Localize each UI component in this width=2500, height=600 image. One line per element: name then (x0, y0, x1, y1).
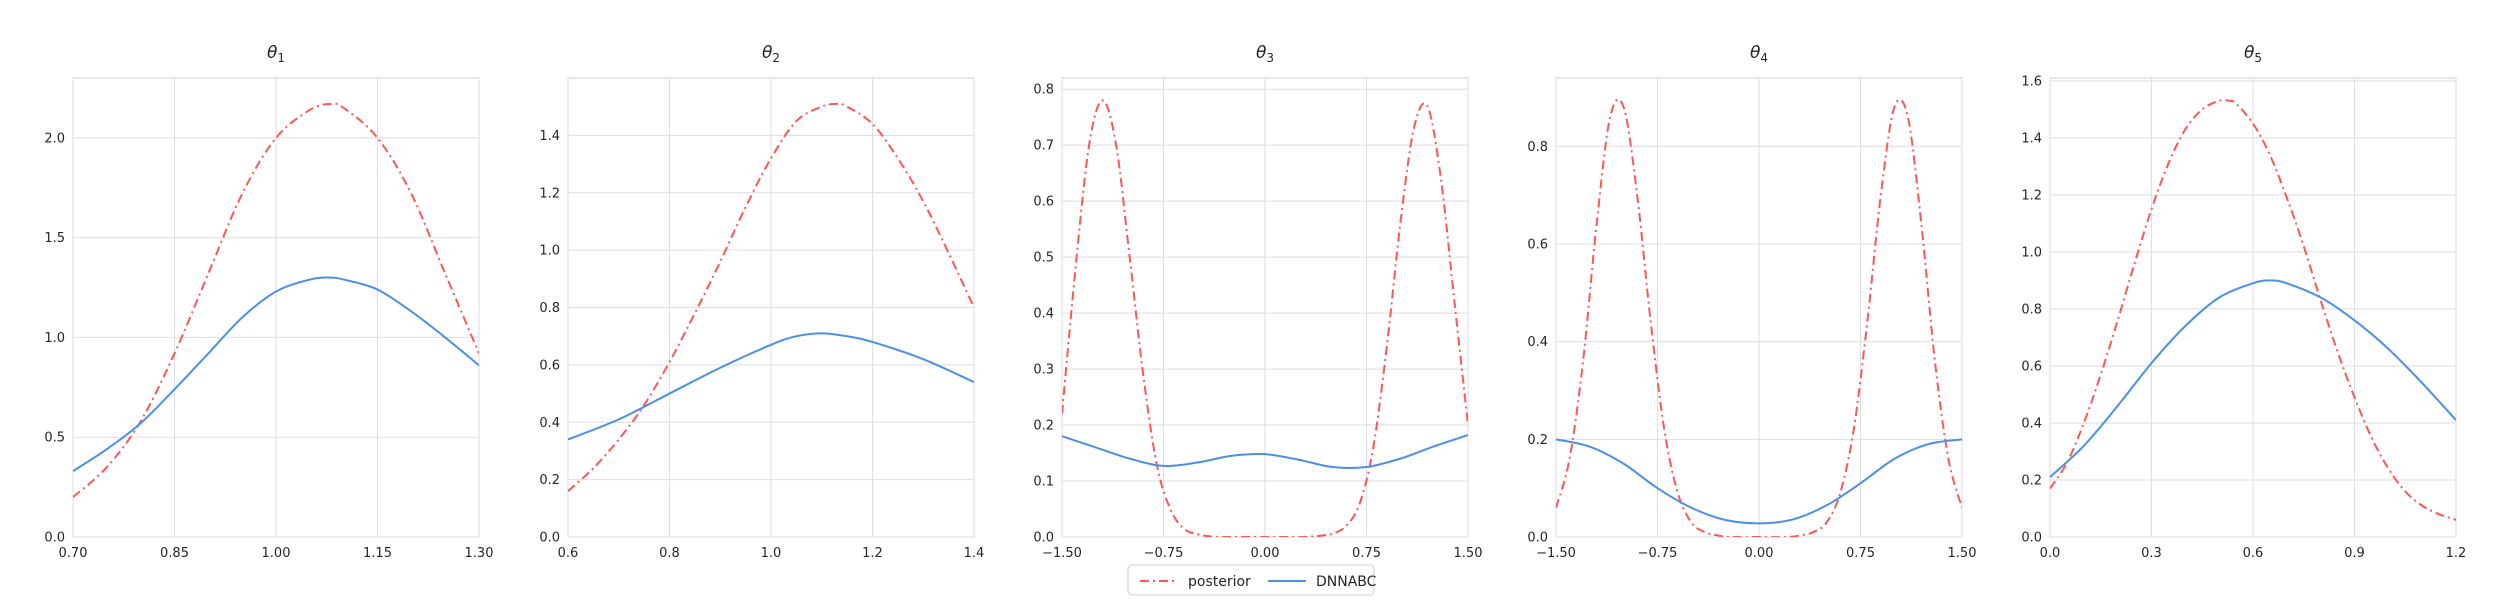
y-tick-label: 0.8 (1033, 83, 1054, 98)
y-tick-label: 0.6 (1033, 195, 1054, 210)
y-tick-label: 0.7 (1033, 139, 1054, 154)
panel-title: θ1 (267, 43, 285, 65)
series-posterior-line (568, 102, 974, 492)
y-tick-label: 0.6 (539, 358, 560, 373)
y-tick-label: 1.0 (44, 331, 65, 346)
subplot-theta-2: 0.0 0.2 0.4 0.6 0.8 1.0 1.2 1.4 0.6 0.8 1.0 1.2 1.4 θ… (539, 43, 984, 561)
y-tick-label: 0.4 (2021, 416, 2042, 431)
x-tick-label: 0.00 (1251, 546, 1280, 561)
subplot-theta-4: 0.0 0.2 0.4 0.6 0.8 −1.50 −0.75 0.00 0.75 1.50 θ4 (1527, 43, 1976, 561)
y-tick-label: 0.5 (1033, 251, 1054, 266)
legend-label-dnnabc: DNNABC (1316, 574, 1377, 590)
y-tick-label: 0.8 (539, 301, 560, 316)
y-tick-label: 0.0 (2021, 531, 2042, 546)
x-tick-label: 0.85 (160, 546, 189, 561)
x-tick-label: 0.00 (1745, 546, 1774, 561)
y-tick-label: 0.6 (1527, 238, 1548, 253)
y-tick-label: 0.6 (2021, 359, 2042, 374)
y-tick-label: 0.4 (539, 416, 560, 431)
x-tick-label: 1.30 (465, 546, 494, 561)
x-tick-label: 0.9 (2344, 546, 2365, 561)
y-tick-label: 0.2 (1033, 419, 1054, 434)
y-tick-label: 0.0 (44, 531, 65, 546)
y-tick-label: 0.8 (2021, 302, 2042, 317)
x-tick-label: 0.75 (1846, 546, 1875, 561)
series-posterior-line (2050, 99, 2456, 521)
y-tick-label: 0.5 (44, 431, 65, 446)
y-tick-label: 1.0 (539, 244, 560, 259)
series-dnnabc-line (1556, 438, 1962, 525)
panel-title: θ2 (762, 43, 780, 65)
y-tick-label: 0.0 (1033, 531, 1054, 546)
y-tick-label: 0.0 (539, 531, 560, 546)
y-tick-label: 0.4 (1033, 307, 1054, 322)
series-posterior-line (73, 102, 479, 498)
y-tick-label: 1.6 (2021, 74, 2042, 89)
y-tick-label: 0.1 (1033, 475, 1054, 490)
series-dnnabc-line (73, 276, 479, 472)
legend-frame (1127, 564, 1375, 596)
x-tick-label: 1.15 (363, 546, 392, 561)
series-dnnabc-line (2050, 279, 2456, 478)
x-tick-label: 0.70 (59, 546, 88, 561)
subplots: 0.00.51.01.52.00.70 0.85 1.00 1.15 1.30θ10.0… (44, 43, 2466, 561)
y-tick-label: 0.0 (1527, 531, 1548, 546)
series-dnnabc-line (568, 332, 974, 441)
x-tick-label: 1.50 (1948, 546, 1977, 561)
series-dnnabc-line (1062, 434, 1468, 470)
x-tick-label: 0.75 (1352, 546, 1381, 561)
x-tick-label: 0.8 (659, 546, 680, 561)
y-tick-label: 0.2 (1527, 433, 1548, 448)
legend: posterior DNNABC (1127, 564, 1377, 596)
x-tick-label: 1.2 (862, 546, 883, 561)
legend-label-posterior: posterior (1188, 574, 1251, 590)
subplot-theta-3: 0.0 0.1 0.2 0.3 0.4 0.5 0.6 0.7 0.8 −1.50 −0.75 0.0… (1033, 43, 1482, 561)
x-tick-label: 0.0 (2040, 546, 2061, 561)
y-tick-label: 1.5 (44, 231, 65, 246)
y-tick-label: 1.4 (539, 129, 560, 144)
y-tick-label: 0.8 (1527, 140, 1548, 155)
x-tick-label: −1.50 (1042, 546, 1082, 561)
subplot-theta-5: 0.0 0.2 0.4 0.6 0.8 1.0 1.2 1.4 1.6 0.0 0.3 0.6 0.9 1… (2021, 43, 2466, 561)
x-tick-label: 0.6 (558, 546, 579, 561)
y-tick-label: 1.4 (2021, 131, 2042, 146)
x-tick-label: −0.75 (1638, 546, 1678, 561)
y-tick-label: 0.3 (1033, 363, 1054, 378)
x-tick-label: 0.3 (2141, 546, 2162, 561)
x-tick-label: −0.75 (1144, 546, 1184, 561)
y-tick-label: 2.0 (44, 131, 65, 146)
x-tick-label: 1.2 (2446, 546, 2467, 561)
x-tick-label: 1.50 (1454, 546, 1483, 561)
series-posterior-line (1062, 99, 1468, 537)
x-tick-label: 1.00 (262, 546, 291, 561)
x-tick-label: 0.6 (2243, 546, 2264, 561)
series-posterior-line (1556, 98, 1962, 537)
y-tick-label: 1.2 (2021, 188, 2042, 203)
panel-title: θ4 (1750, 43, 1768, 65)
x-tick-label: 1.0 (761, 546, 782, 561)
y-tick-label: 1.2 (539, 186, 560, 201)
panel-title: θ5 (2244, 43, 2262, 65)
y-tick-label: 0.2 (539, 473, 560, 488)
x-tick-label: −1.50 (1536, 546, 1576, 561)
subplot-theta-1: 0.0 0.5 1.0 1.5 2.0 0.70 0.85 1.00 1.15 1.30 θ1 (44, 43, 493, 561)
y-tick-label: 1.0 (2021, 245, 2042, 260)
x-tick-label: 1.4 (964, 546, 985, 561)
y-tick-label: 0.2 (2021, 473, 2042, 488)
y-tick-label: 0.4 (1527, 335, 1548, 350)
panel-title: θ3 (1256, 43, 1274, 65)
